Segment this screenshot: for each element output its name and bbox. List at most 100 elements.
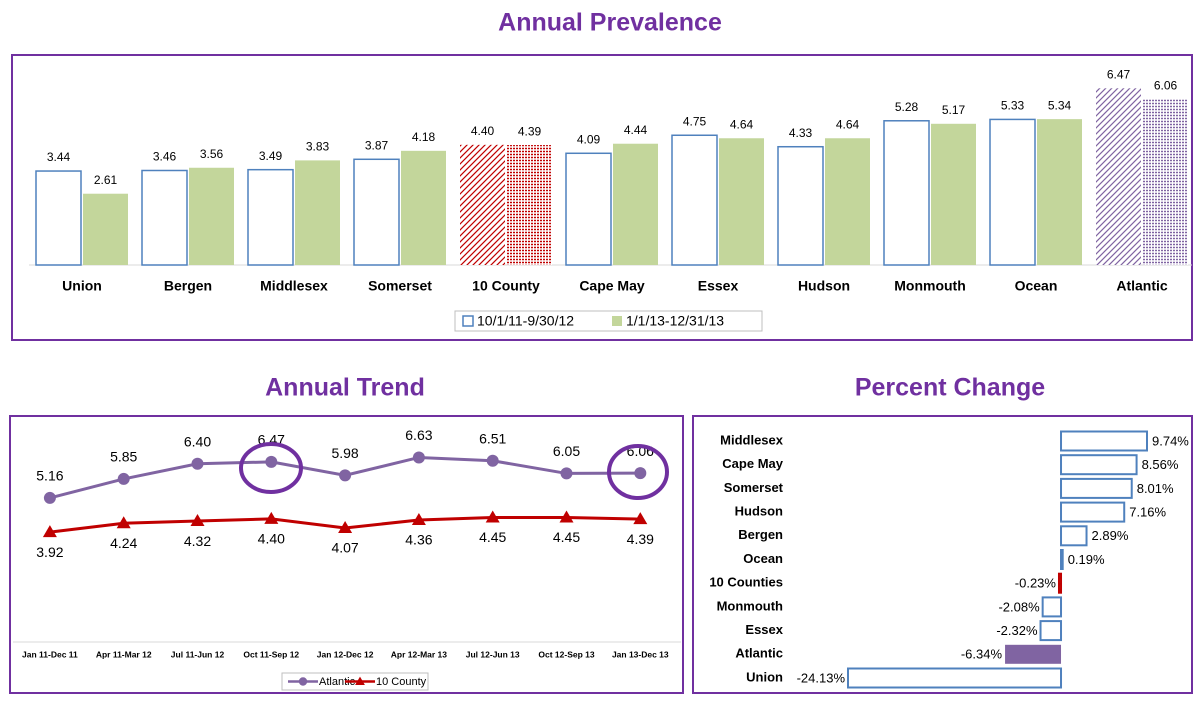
- bar: [460, 144, 505, 265]
- data-label: 3.83: [306, 140, 330, 154]
- data-label: 4.40: [471, 124, 495, 138]
- data-label: 6.05: [553, 443, 580, 459]
- bar: [1005, 644, 1062, 664]
- data-label: 4.64: [730, 117, 754, 131]
- x-tick-label: Ocean: [1015, 278, 1058, 294]
- y-tick-label: Cape May: [722, 456, 783, 471]
- legend-label: Atlantic: [319, 676, 356, 688]
- bar: [189, 167, 234, 265]
- marker: [265, 455, 278, 468]
- bar: [1060, 549, 1064, 570]
- bar: [295, 160, 340, 265]
- highlight-ring: [239, 442, 303, 494]
- data-label: 4.44: [624, 123, 648, 137]
- bar: [1060, 525, 1088, 547]
- data-label: 4.39: [627, 531, 654, 547]
- y-tick-label: Bergen: [738, 527, 783, 542]
- x-tick-label: Monmouth: [894, 278, 966, 294]
- x-tick-label: Somerset: [368, 278, 432, 294]
- marker: [339, 469, 352, 482]
- data-label: 4.32: [184, 533, 211, 549]
- bar: [247, 168, 294, 266]
- data-label: 3.56: [200, 147, 224, 161]
- marker: [634, 467, 647, 480]
- legend-swatch: [462, 315, 474, 327]
- x-tick-label: Jan 11-Dec 11: [22, 649, 78, 659]
- plots: Union Bergen Middlesex Somerset 10 County Cap…: [13, 67, 1192, 691]
- marker: [633, 512, 648, 525]
- data-label: 6.63: [405, 427, 432, 443]
- marker: [412, 451, 425, 464]
- x-tick-label: Hudson: [798, 278, 850, 294]
- y-tick-label: Atlantic: [735, 646, 783, 661]
- data-label: 7.16%: [1129, 505, 1166, 520]
- bar: [1039, 620, 1063, 642]
- data-label: 5.85: [110, 449, 137, 465]
- bar: [35, 170, 82, 266]
- bar: [989, 118, 1036, 266]
- data-label: 6.40: [184, 433, 211, 449]
- data-label: 8.56%: [1142, 457, 1179, 472]
- legend-box: [454, 310, 763, 332]
- data-label: 4.33: [789, 126, 813, 140]
- data-label: 4.24: [110, 535, 137, 551]
- bar: [83, 193, 128, 265]
- bar: [613, 143, 658, 265]
- marker: [298, 677, 308, 686]
- data-label: 3.87: [365, 138, 389, 152]
- legend-swatch: [612, 316, 622, 326]
- marker: [485, 510, 500, 523]
- data-label: 2.61: [94, 173, 118, 187]
- marker: [486, 454, 499, 467]
- x-tick-label: Bergen: [164, 278, 212, 294]
- data-label: 6.06: [1154, 79, 1178, 93]
- chart-frame: [692, 415, 1193, 694]
- data-label: 2.89%: [1092, 528, 1129, 543]
- data-label: 4.36: [405, 532, 432, 548]
- bar: [1037, 119, 1082, 265]
- data-label: 4.07: [331, 540, 358, 556]
- bar: [847, 667, 1063, 689]
- marker: [43, 491, 56, 504]
- bar: [931, 123, 976, 265]
- data-label: 8.01%: [1137, 481, 1174, 496]
- x-tick-label: Apr 11-Mar 12: [96, 649, 152, 659]
- bar: [565, 152, 612, 266]
- x-tick-label: Oct 12-Sep 13: [538, 649, 594, 659]
- y-tick-label: Union: [746, 669, 783, 684]
- marker: [42, 525, 57, 538]
- bar: [507, 145, 552, 265]
- bar: [671, 134, 718, 266]
- data-label: -2.32%: [996, 623, 1038, 638]
- y-tick-label: Essex: [745, 622, 783, 637]
- marker: [264, 511, 279, 524]
- data-label: -0.23%: [1015, 576, 1057, 591]
- data-label: 5.98: [331, 445, 358, 461]
- marker: [190, 514, 205, 527]
- marker: [411, 512, 426, 525]
- x-tick-label: Essex: [698, 278, 739, 294]
- data-label: 5.28: [895, 100, 919, 114]
- bar: [1060, 430, 1148, 452]
- x-tick-label: Apr 12-Mar 13: [391, 649, 447, 659]
- data-label: 6.47: [1107, 67, 1131, 81]
- legend-label: 10 County: [376, 676, 427, 688]
- data-label: 4.40: [258, 531, 285, 547]
- bar: [825, 138, 870, 265]
- chart-frame: [9, 415, 684, 694]
- data-label: 4.09: [577, 132, 601, 146]
- bar: [719, 138, 764, 265]
- chart-frame: [11, 54, 1193, 341]
- data-label: 3.44: [47, 150, 71, 164]
- x-tick-label: Middlesex: [260, 278, 328, 294]
- bar: [1041, 596, 1063, 618]
- highlight-ring: [607, 444, 669, 500]
- marker: [116, 516, 131, 529]
- data-label: -24.13%: [797, 670, 846, 685]
- marker: [338, 520, 353, 533]
- y-tick-label: Hudson: [735, 504, 783, 519]
- data-label: 6.51: [479, 430, 506, 446]
- data-label: 0.19%: [1068, 552, 1105, 567]
